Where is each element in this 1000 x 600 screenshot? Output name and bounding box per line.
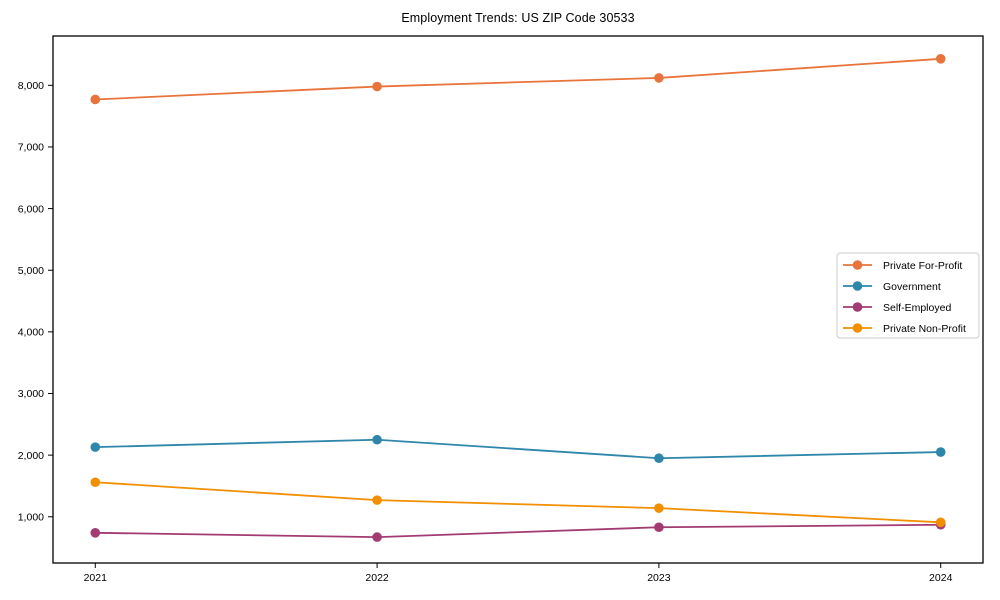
y-tick-label: 3,000 [18,388,44,400]
data-point-private-for-profit [90,94,101,105]
legend-box [836,252,980,339]
data-point-private-non-profit [372,495,382,505]
legend-label-government: Government [883,281,941,293]
data-point-self-employed [90,527,101,538]
y-tick-label: 2,000 [18,450,44,462]
legend-marker-private-non-profit [852,323,863,333]
data-point-government [935,447,946,457]
data-point-government [654,453,664,464]
data-point-government [90,442,101,452]
legend-label-private-non-profit: Private Non-Profit [883,323,966,335]
data-point-self-employed [372,532,382,542]
y-tick-label: 4,000 [18,327,44,339]
y-tick-label: 6,000 [18,203,44,215]
x-tick-label: 2024 [929,572,953,584]
plot-frame [52,35,984,564]
data-point-private-non-profit [90,477,101,488]
data-point-private-non-profit [935,517,946,528]
data-point-private-for-profit [935,54,946,64]
series-line-private-for-profit [95,57,941,101]
x-tick-label: 2021 [84,572,108,584]
y-tick-label: 7,000 [18,142,44,154]
legend-label-private-for-profit: Private For-Profit [883,260,962,272]
x-tick-label: 2023 [647,572,671,584]
series-line-private-non-profit [95,481,941,524]
legend-label-self-employed: Self-Employed [883,302,951,314]
data-point-private-for-profit [654,73,664,83]
data-point-private-non-profit [654,503,664,513]
data-point-government [372,434,382,445]
y-tick-label: 8,000 [18,80,44,92]
legend-marker-government [852,281,863,291]
y-tick-label: 5,000 [18,265,44,277]
legend-marker-private-for-profit [852,260,863,270]
data-point-self-employed [654,522,664,533]
series-line-self-employed [95,523,941,539]
series-line-government [95,438,941,460]
x-tick-label: 2022 [365,572,389,584]
y-tick-label: 1,000 [18,511,44,523]
data-point-private-for-profit [372,81,382,92]
legend-marker-self-employed [852,302,863,312]
chart-title: Employment Trends: US ZIP Code 30533 [401,11,635,25]
